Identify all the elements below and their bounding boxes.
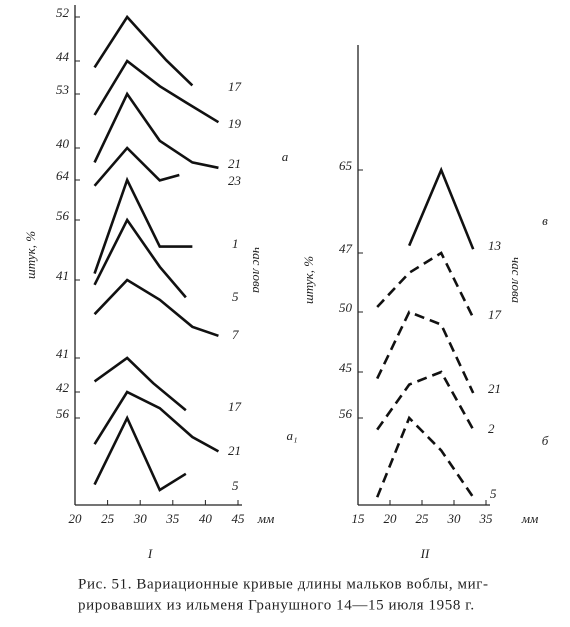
hour-label: 23 <box>228 173 242 188</box>
x-axis-label: мм <box>257 511 275 526</box>
hour-label: 19 <box>228 116 242 131</box>
peak-label: 41 <box>56 268 69 283</box>
y-axis-label: штук, % <box>301 256 316 304</box>
hour-label: 17 <box>488 307 502 322</box>
hour-label: 5 <box>232 289 239 304</box>
hour-label: 21 <box>488 381 501 396</box>
peak-label: 52 <box>56 5 70 20</box>
hour-label: 5 <box>490 486 497 501</box>
x-axis-label: мм <box>521 511 539 526</box>
group-label: б <box>542 433 549 448</box>
x-tick-label: 30 <box>133 511 148 526</box>
curve <box>93 91 219 170</box>
curve <box>93 356 187 412</box>
peak-label: 47 <box>339 241 353 256</box>
x-tick-label: 20 <box>384 511 398 526</box>
curve <box>93 390 220 453</box>
curve <box>93 14 194 87</box>
group-label: а₁ <box>286 428 297 443</box>
curve <box>376 251 475 319</box>
hour-label: 21 <box>228 156 241 171</box>
curve <box>93 414 187 492</box>
group-label: в <box>542 213 548 228</box>
x-tick-label: 25 <box>101 511 115 526</box>
x-tick-label: 35 <box>165 511 180 526</box>
caption-line: рировавших из ильменя Гранушного 14—15 и… <box>78 597 475 613</box>
curve <box>376 310 475 394</box>
peak-label: 65 <box>339 158 353 173</box>
peak-label: 53 <box>56 82 70 97</box>
curve <box>408 166 475 250</box>
curve <box>93 59 220 124</box>
x-tick-label: 20 <box>69 511 83 526</box>
peak-label: 41 <box>56 346 69 361</box>
hours-label: час лова <box>509 257 524 304</box>
x-tick-label: 35 <box>479 511 494 526</box>
hour-label: 13 <box>488 238 502 253</box>
curve <box>93 146 180 187</box>
peak-label: 56 <box>339 406 353 421</box>
hour-label: 7 <box>232 327 239 342</box>
x-tick-label: 30 <box>447 511 462 526</box>
curve <box>93 176 193 275</box>
hour-label: 2 <box>488 421 495 436</box>
caption-line: Рис. 51. Вариационные кривые длины мальк… <box>78 576 489 592</box>
curve <box>93 217 187 299</box>
hour-label: 21 <box>228 443 241 458</box>
panel-label: I <box>147 546 153 561</box>
peak-label: 44 <box>56 49 70 64</box>
x-tick-label: 45 <box>232 511 246 526</box>
panel-label: II <box>420 546 430 561</box>
hour-label: 17 <box>228 79 242 94</box>
peak-label: 42 <box>56 380 70 395</box>
curve <box>375 415 475 498</box>
curve <box>376 370 475 431</box>
x-tick-label: 15 <box>352 511 366 526</box>
hour-label: 17 <box>228 399 242 414</box>
peak-label: 64 <box>56 168 70 183</box>
hour-label: 5 <box>232 478 239 493</box>
x-tick-label: 25 <box>416 511 430 526</box>
group-label: а <box>282 149 289 164</box>
peak-label: 40 <box>56 136 70 151</box>
peak-label: 56 <box>56 406 70 421</box>
x-tick-label: 40 <box>199 511 213 526</box>
curve <box>408 168 474 250</box>
peak-label: 50 <box>339 300 353 315</box>
y-axis-label: штук, % <box>23 231 38 279</box>
hour-label: 1 <box>232 236 239 251</box>
peak-label: 45 <box>339 360 353 375</box>
hours-label: час лова <box>250 247 265 294</box>
peak-label: 56 <box>56 208 70 223</box>
curve <box>93 278 219 338</box>
